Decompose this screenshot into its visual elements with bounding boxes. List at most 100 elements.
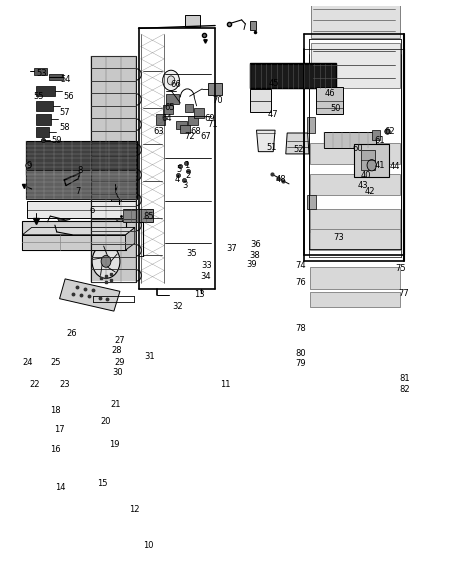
Bar <box>180 125 190 133</box>
Text: 77: 77 <box>398 288 409 298</box>
Polygon shape <box>256 130 275 152</box>
Circle shape <box>92 245 120 278</box>
Text: 78: 78 <box>296 324 307 332</box>
Text: 47: 47 <box>268 110 279 119</box>
Text: 48: 48 <box>276 175 286 185</box>
Text: 74: 74 <box>296 261 306 271</box>
Text: 61: 61 <box>375 136 385 145</box>
Text: 15: 15 <box>97 479 108 488</box>
Text: 21: 21 <box>110 400 120 409</box>
Text: 2: 2 <box>186 171 191 180</box>
Text: 25: 25 <box>51 358 61 366</box>
Text: 17: 17 <box>54 425 65 434</box>
Polygon shape <box>56 208 73 222</box>
Text: 67: 67 <box>200 133 211 141</box>
Text: 50: 50 <box>330 104 341 113</box>
Text: 18: 18 <box>50 406 60 414</box>
Bar <box>188 116 198 125</box>
Polygon shape <box>126 227 135 250</box>
Text: 28: 28 <box>111 346 121 355</box>
Text: 24: 24 <box>23 358 33 366</box>
Bar <box>316 87 343 114</box>
Text: 13: 13 <box>194 290 205 299</box>
Bar <box>176 121 187 129</box>
Text: 60: 60 <box>353 144 363 153</box>
Bar <box>250 21 255 29</box>
Text: 63: 63 <box>154 127 164 136</box>
Text: 32: 32 <box>172 302 183 311</box>
Bar <box>372 130 380 140</box>
Bar <box>163 105 173 114</box>
Bar <box>310 293 400 306</box>
Polygon shape <box>60 279 120 311</box>
Text: 46: 46 <box>325 89 335 98</box>
Circle shape <box>167 76 175 85</box>
Text: 51: 51 <box>266 143 277 152</box>
Bar <box>36 127 49 137</box>
Bar <box>123 209 154 222</box>
Bar <box>49 74 63 80</box>
Text: 23: 23 <box>60 380 71 389</box>
Text: 55: 55 <box>33 92 44 101</box>
Bar <box>362 150 375 170</box>
Bar <box>185 104 193 112</box>
Text: 64: 64 <box>161 114 172 123</box>
Text: 44: 44 <box>390 163 400 171</box>
Bar <box>354 144 389 177</box>
Text: 81: 81 <box>400 374 410 384</box>
Text: 57: 57 <box>60 107 71 117</box>
Text: 36: 36 <box>250 240 261 249</box>
Text: 66: 66 <box>170 80 181 89</box>
Text: 14: 14 <box>55 483 66 492</box>
Text: 41: 41 <box>375 161 385 170</box>
Text: 59: 59 <box>52 136 62 145</box>
Text: 56: 56 <box>64 92 74 101</box>
Text: 33: 33 <box>201 261 212 271</box>
Text: 70: 70 <box>212 96 223 105</box>
Text: 62: 62 <box>384 127 395 136</box>
Circle shape <box>163 70 179 91</box>
Bar <box>185 15 200 27</box>
Polygon shape <box>51 240 69 248</box>
Bar <box>36 101 53 111</box>
Text: 27: 27 <box>115 336 125 345</box>
Text: 20: 20 <box>101 417 111 426</box>
Text: 54: 54 <box>60 75 70 84</box>
Text: 10: 10 <box>144 541 154 550</box>
Text: 75: 75 <box>395 264 406 273</box>
Text: 1: 1 <box>184 161 190 170</box>
Text: 69: 69 <box>205 114 215 123</box>
Text: 35: 35 <box>186 249 197 258</box>
Bar <box>27 201 136 218</box>
Polygon shape <box>286 133 309 154</box>
Text: 53: 53 <box>36 69 47 78</box>
Bar <box>194 107 204 118</box>
Polygon shape <box>22 227 135 235</box>
Text: 29: 29 <box>115 358 125 366</box>
Text: 71: 71 <box>208 120 218 129</box>
Text: 9: 9 <box>26 161 31 170</box>
Text: 7: 7 <box>75 187 81 196</box>
Bar <box>311 43 400 88</box>
Bar <box>36 114 51 125</box>
Text: 82: 82 <box>400 385 410 394</box>
Text: 65: 65 <box>164 103 175 112</box>
Text: 37: 37 <box>226 245 237 253</box>
Text: 3: 3 <box>182 181 188 190</box>
Bar <box>155 114 165 125</box>
Bar <box>307 118 315 133</box>
Text: 39: 39 <box>246 260 257 269</box>
Text: 76: 76 <box>296 278 307 287</box>
Bar <box>110 189 121 201</box>
Text: 34: 34 <box>200 272 211 280</box>
Text: 22: 22 <box>30 380 40 389</box>
Text: 72: 72 <box>184 133 195 141</box>
Text: 30: 30 <box>112 368 122 377</box>
Circle shape <box>367 160 376 171</box>
Bar <box>250 63 336 88</box>
Circle shape <box>115 211 125 222</box>
Text: 19: 19 <box>109 440 119 448</box>
Bar <box>310 209 400 232</box>
Bar <box>250 89 271 112</box>
Text: 38: 38 <box>249 251 260 260</box>
